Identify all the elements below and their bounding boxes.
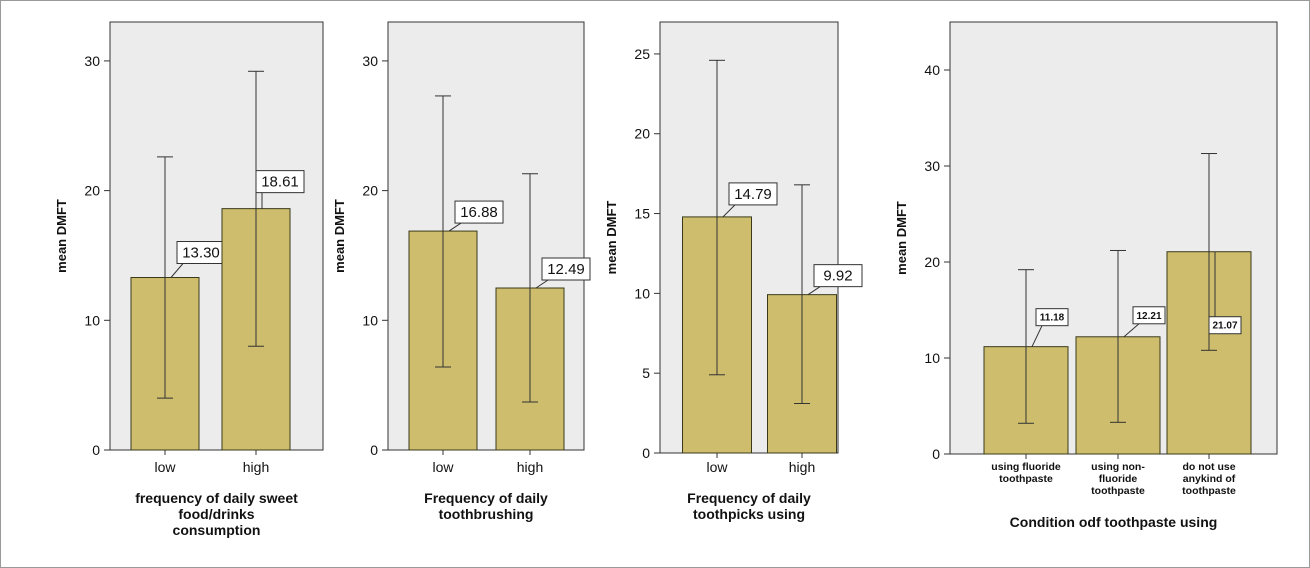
x-tick-label: low [706, 459, 728, 475]
label-leader [170, 263, 184, 278]
x-tick-label: fluoride [1099, 473, 1138, 485]
data-label: 16.88 [460, 204, 498, 221]
data-label: 12.49 [547, 261, 585, 278]
x-axis-label: frequency of daily sweet [135, 490, 298, 506]
y-tick-label: 15 [634, 206, 650, 222]
label-box [255, 170, 305, 194]
x-axis-label: consumption [173, 522, 261, 538]
label-box [1035, 308, 1069, 327]
y-tick-label: 30 [924, 158, 940, 174]
y-tick-label: 40 [924, 62, 940, 78]
y-tick-label: 10 [362, 312, 378, 328]
x-tick-label: toothpaste [1091, 485, 1145, 497]
x-tick-label: do not use [1182, 461, 1235, 473]
label-leader [807, 286, 821, 296]
y-tick-label: 20 [634, 126, 650, 142]
y-tick-label: 0 [932, 446, 940, 462]
data-label: 21.07 [1212, 321, 1237, 332]
x-tick-label: low [432, 459, 454, 475]
chart-panel-3: 0 5 10 15 20 25 mean DMFT 14.79 low 9.92 high Frequ… [604, 21, 863, 522]
y-tick-label: 20 [84, 183, 100, 199]
y-axis-label: mean DMFT [332, 199, 347, 273]
label-box [813, 264, 863, 288]
x-tick-label: using non- [1091, 461, 1145, 473]
chart-panel-1: 0 10 20 30 mean DMFT 13.30 low 18.61 high frequen… [54, 21, 324, 538]
x-axis-label: food/drinks [178, 506, 254, 522]
x-axis-label: Frequency of daily [424, 490, 548, 506]
label-box [1208, 316, 1242, 335]
y-tick-label: 25 [634, 46, 650, 62]
y-tick-label: 0 [92, 442, 100, 458]
y-tick-label: 30 [84, 53, 100, 69]
y-tick-label: 30 [362, 53, 378, 69]
label-leader [722, 204, 736, 218]
y-tick-label: 5 [642, 365, 650, 381]
x-axis-label: toothbrushing [439, 506, 534, 522]
data-label: 14.79 [734, 186, 772, 203]
y-tick-label: 10 [84, 312, 100, 328]
data-label: 18.61 [261, 174, 299, 191]
data-label: 9.92 [823, 268, 852, 285]
x-tick-label: high [517, 459, 543, 475]
y-tick-label: 20 [362, 183, 378, 199]
x-tick-label: high [243, 459, 269, 475]
label-box [454, 200, 504, 224]
x-axis-label: Frequency of daily [687, 490, 811, 506]
y-axis-label: mean DMFT [894, 201, 909, 275]
x-axis-label: toothpicks using [693, 506, 805, 522]
x-tick-label: high [789, 459, 815, 475]
x-tick-label: toothpaste [999, 473, 1053, 485]
label-box [728, 182, 778, 206]
label-box [1132, 306, 1166, 325]
y-tick-label: 10 [924, 350, 940, 366]
y-tick-label: 20 [924, 254, 940, 270]
y-tick-label: 0 [642, 445, 650, 461]
y-axis-label: mean DMFT [604, 201, 619, 275]
x-tick-label: anykind of [1183, 473, 1236, 485]
y-tick-label: 10 [634, 285, 650, 301]
label-leader [1123, 323, 1140, 338]
data-label: 11.18 [1040, 313, 1065, 324]
label-box [541, 257, 591, 281]
x-tick-label: toothpaste [1182, 485, 1236, 497]
label-leader [448, 222, 462, 232]
chart-panel-2: 0 10 20 30 mean DMFT 16.88 low 12.49 high Frequen… [332, 21, 591, 522]
x-tick-label: low [154, 459, 176, 475]
data-label: 12.21 [1136, 311, 1161, 322]
x-axis-label: Condition odf toothpaste using [1010, 514, 1218, 530]
label-leader [1031, 325, 1043, 347]
x-tick-label: using fluoride [991, 461, 1061, 473]
y-tick-label: 0 [370, 442, 378, 458]
data-label: 13.30 [182, 245, 220, 262]
label-leader [535, 279, 549, 289]
y-axis-label: mean DMFT [54, 199, 69, 273]
